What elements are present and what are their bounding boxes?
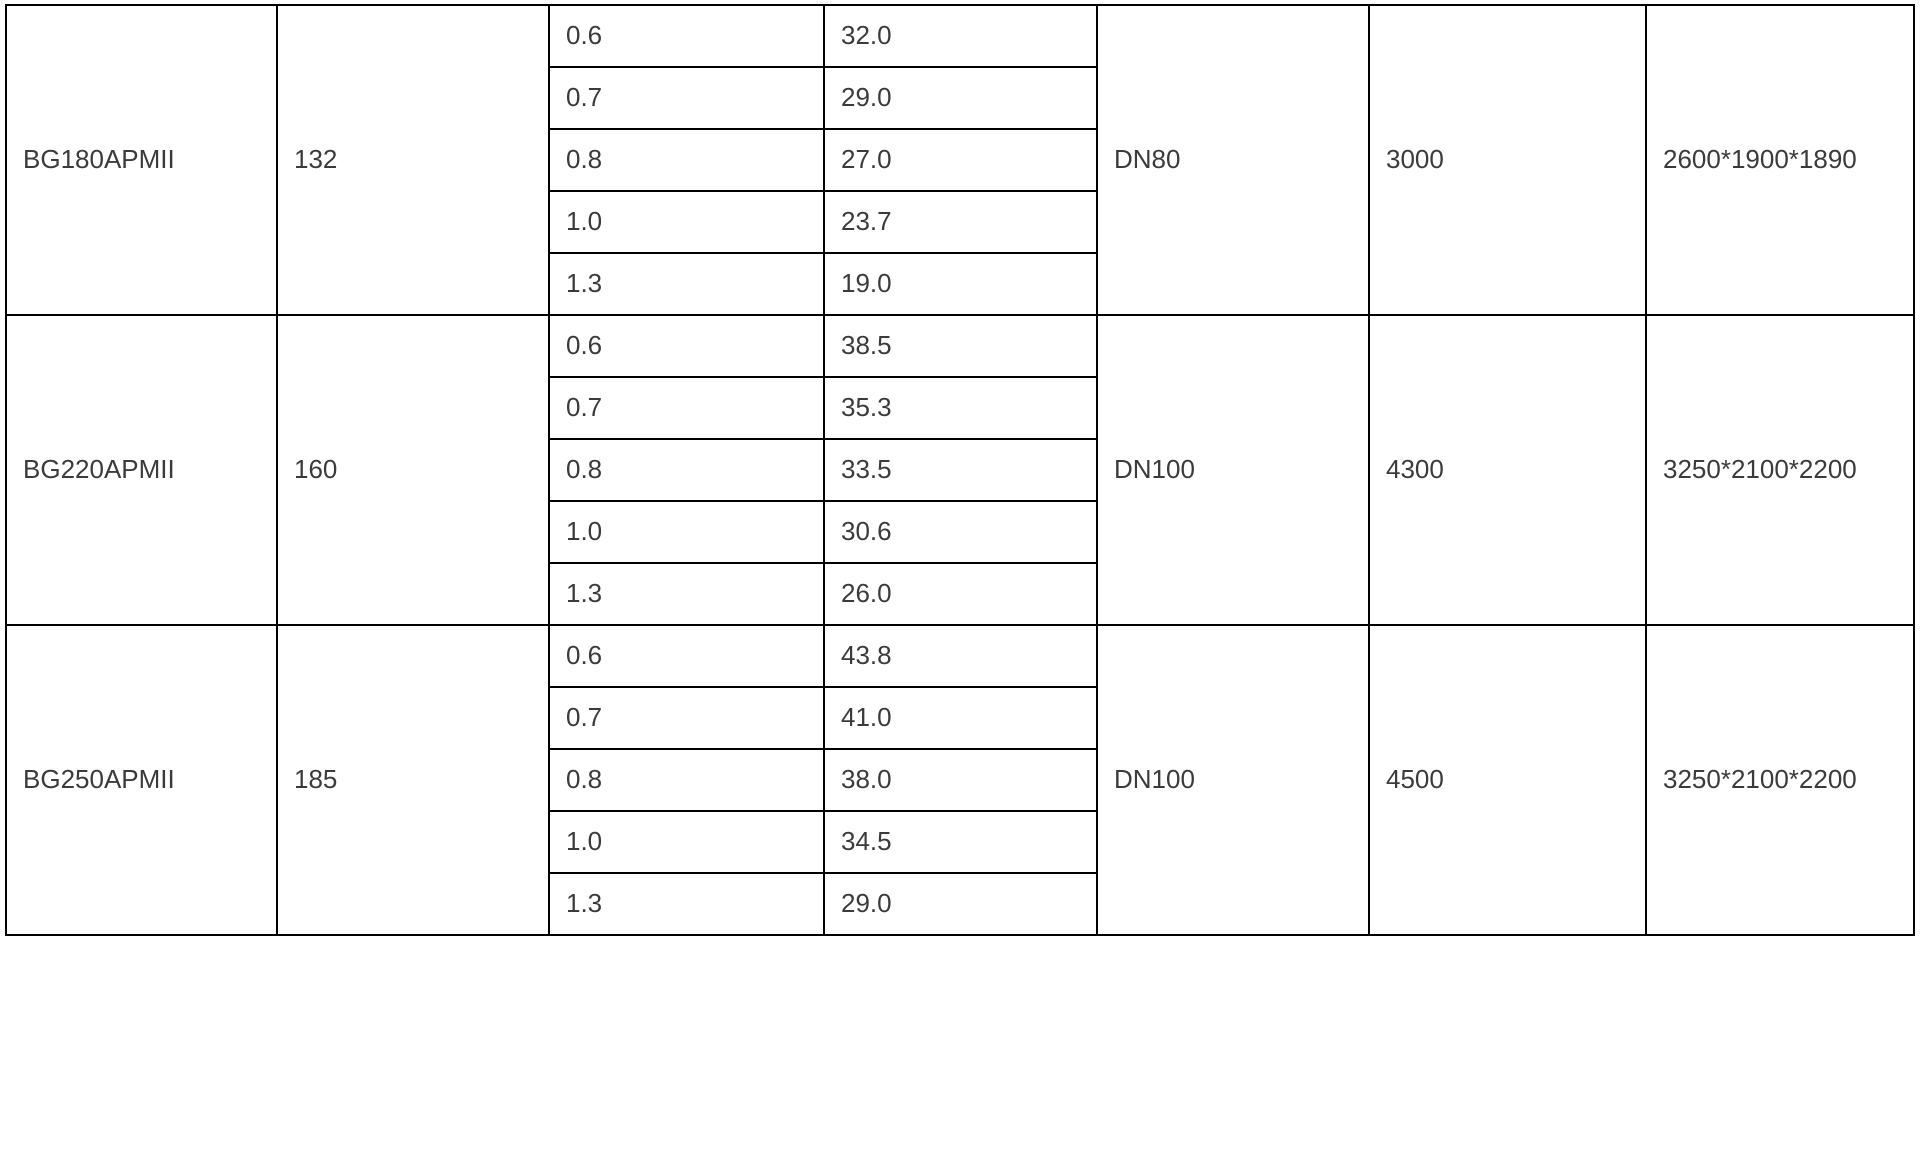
table-row: 0.7 29.0 — [6, 66, 1914, 130]
cell-capacity: 41.0 — [823, 686, 1098, 750]
cell-power: 160 — [276, 314, 550, 626]
cell-weight: 3000 — [1368, 4, 1647, 316]
cell-dimensions: 2600*1900*1890 — [1645, 4, 1915, 316]
table-row: BG250APMII 185 0.6 43.8 DN100 4500 3250*… — [5, 624, 1915, 936]
cell-weight: 4300 — [1368, 314, 1647, 626]
cell-air-outlet: DN100 — [1096, 624, 1370, 936]
table-row: 1.0 23.7 — [6, 190, 1914, 254]
cell-capacity: 38.5 — [823, 314, 1098, 378]
table-row: 0.7 41.0 — [6, 686, 1914, 750]
cell-pressure: 0.8 — [548, 128, 825, 192]
cell-capacity: 19.0 — [823, 252, 1098, 316]
cell-capacity: 29.0 — [823, 66, 1098, 130]
cell-pressure: 1.0 — [548, 810, 825, 874]
cell-pressure: 0.8 — [548, 748, 825, 812]
table-row: 1.3 26.0 — [6, 562, 1914, 626]
cell-pressure: 0.6 — [548, 314, 825, 378]
cell-air-outlet: DN80 — [1096, 4, 1370, 316]
cell-pressure: 1.3 — [548, 252, 825, 316]
cell-capacity: 30.6 — [823, 500, 1098, 564]
cell-dimensions: 3250*2100*2200 — [1645, 314, 1915, 626]
cell-pressure: 0.7 — [548, 686, 825, 750]
cell-power: 132 — [276, 4, 550, 316]
table-row: 0.8 33.5 — [6, 438, 1914, 502]
cell-capacity: 23.7 — [823, 190, 1098, 254]
cell-capacity: 29.0 — [823, 872, 1098, 936]
cell-model: BG220APMII — [5, 314, 278, 626]
table-row: 1.0 30.6 — [6, 500, 1914, 564]
cell-pressure: 1.0 — [548, 190, 825, 254]
cell-model: BG250APMII — [5, 624, 278, 936]
cell-capacity: 33.5 — [823, 438, 1098, 502]
table-row: 0.8 38.0 — [6, 748, 1914, 812]
table-body: BG180APMII 132 0.6 32.0 DN80 3000 2600*1… — [5, 4, 1915, 936]
cell-pressure: 0.7 — [548, 376, 825, 440]
cell-capacity: 38.0 — [823, 748, 1098, 812]
table-row: 1.3 29.0 — [6, 872, 1914, 936]
table-row: 1.3 19.0 — [6, 252, 1914, 316]
cell-model: BG180APMII — [5, 4, 278, 316]
table-row: BG220APMII 160 0.6 38.5 DN100 4300 3250*… — [5, 314, 1915, 626]
table-row: BG180APMII 132 0.6 32.0 DN80 3000 2600*1… — [5, 4, 1915, 316]
cell-dimensions: 3250*2100*2200 — [1645, 624, 1915, 936]
cell-pressure: 0.6 — [548, 624, 825, 688]
cell-capacity: 43.8 — [823, 624, 1098, 688]
cell-capacity: 32.0 — [823, 4, 1098, 68]
cell-pressure: 0.7 — [548, 66, 825, 130]
cell-capacity: 35.3 — [823, 376, 1098, 440]
cell-pressure: 1.0 — [548, 500, 825, 564]
cell-weight: 4500 — [1368, 624, 1647, 936]
cell-air-outlet: DN100 — [1096, 314, 1370, 626]
cell-pressure: 0.6 — [548, 4, 825, 68]
table-row: 0.8 27.0 — [6, 128, 1914, 192]
cell-capacity: 27.0 — [823, 128, 1098, 192]
table-row: 0.7 35.3 — [6, 376, 1914, 440]
cell-capacity: 34.5 — [823, 810, 1098, 874]
cell-power: 185 — [276, 624, 550, 936]
table-row: 1.0 34.5 — [6, 810, 1914, 874]
cell-pressure: 0.8 — [548, 438, 825, 502]
cell-capacity: 26.0 — [823, 562, 1098, 626]
cell-pressure: 1.3 — [548, 872, 825, 936]
cell-pressure: 1.3 — [548, 562, 825, 626]
specification-table: BG180APMII 132 0.6 32.0 DN80 3000 2600*1… — [5, 4, 1915, 936]
